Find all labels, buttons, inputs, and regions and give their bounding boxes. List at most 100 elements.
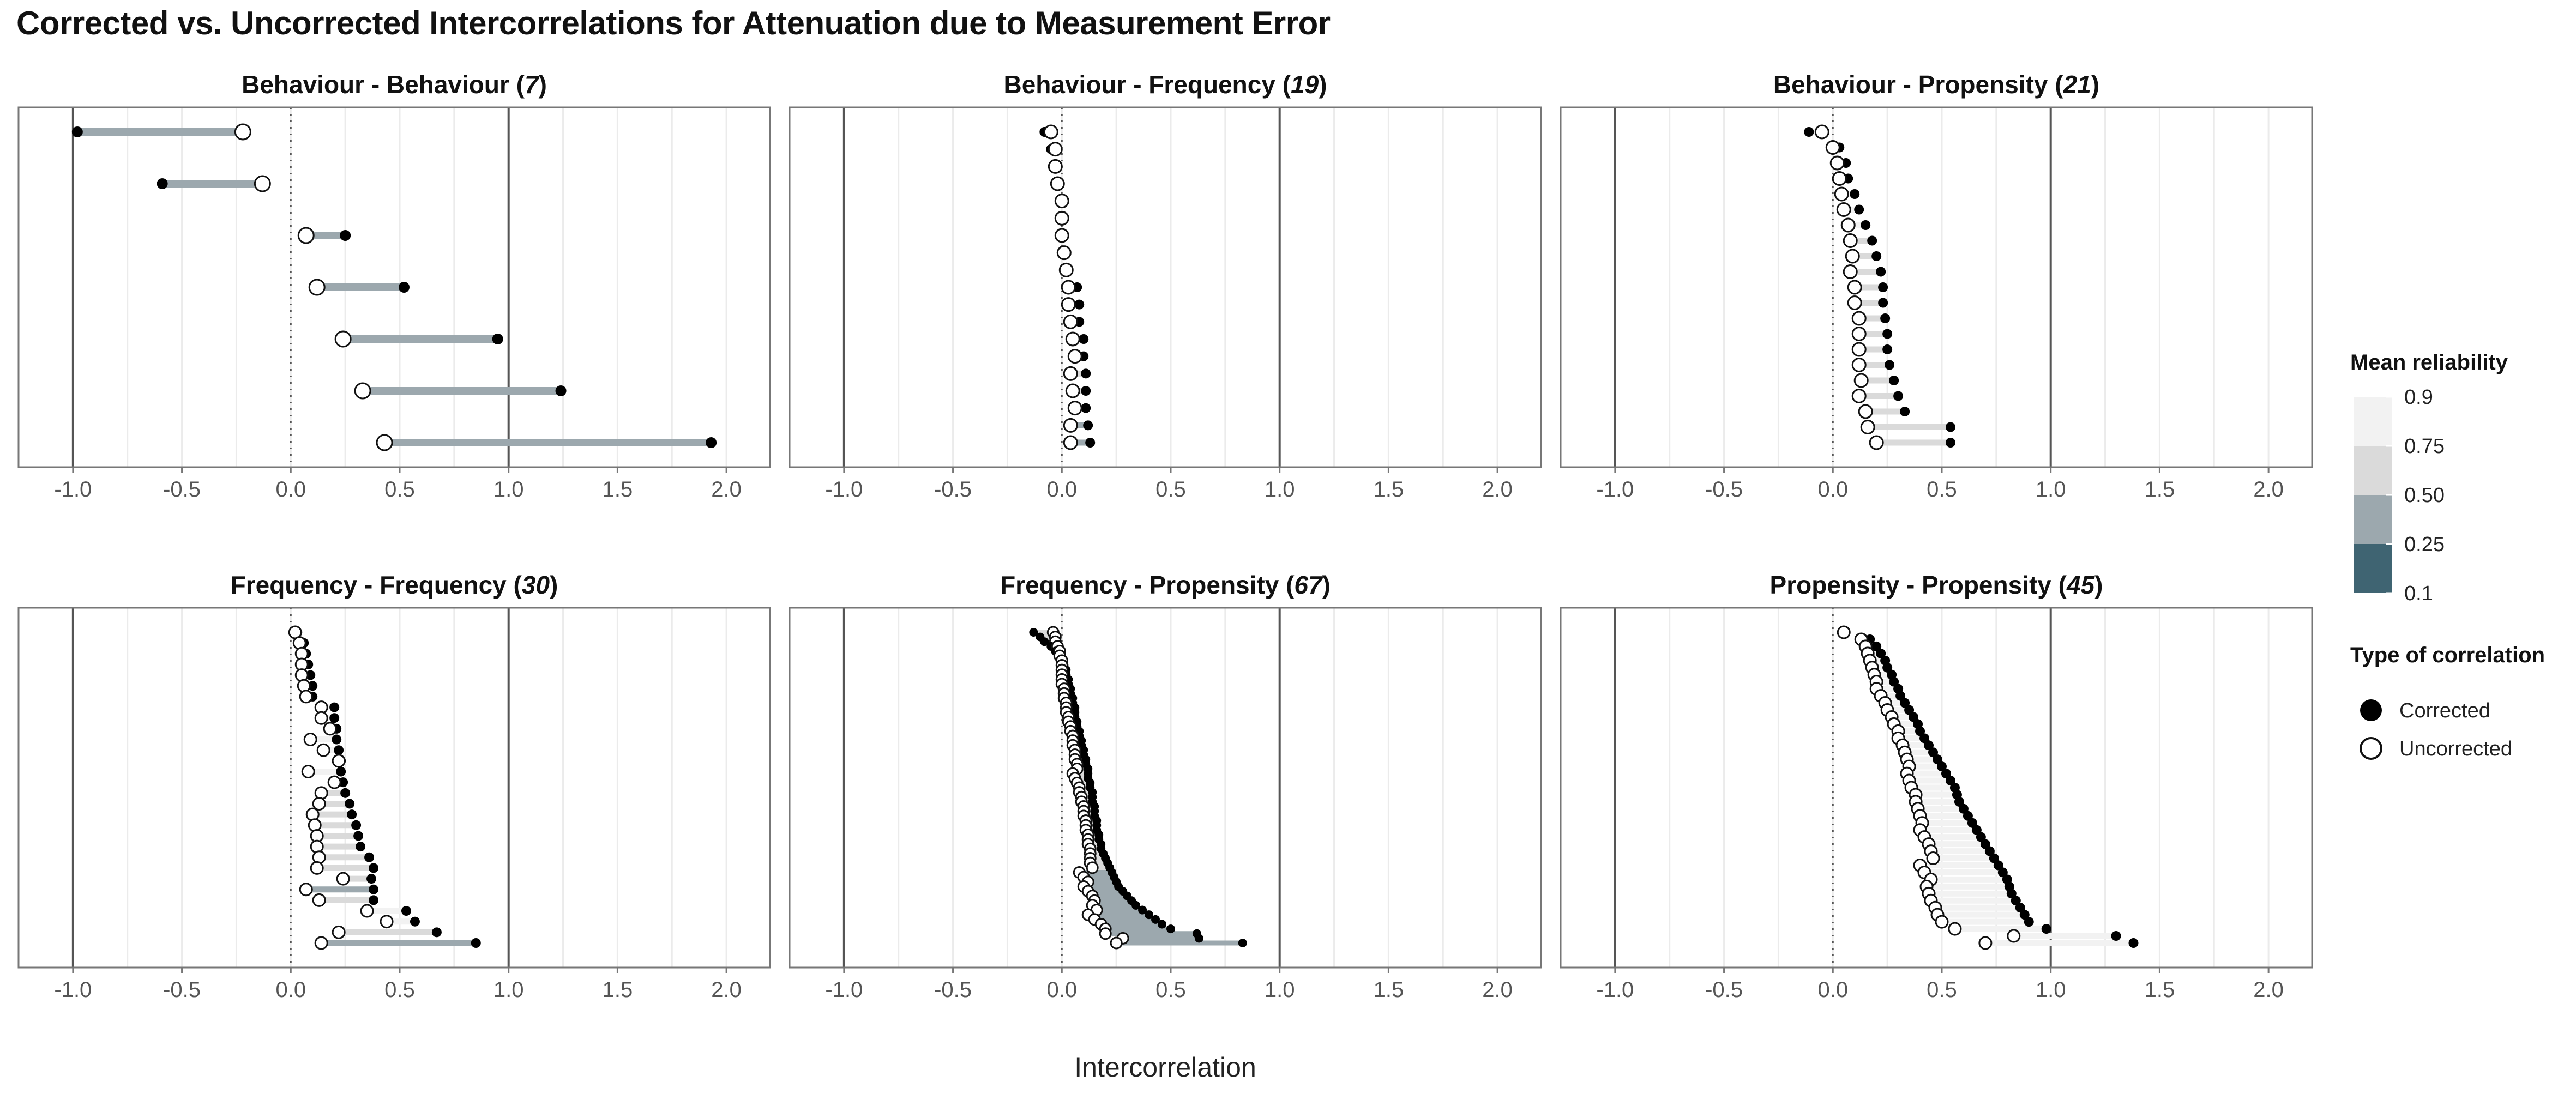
corrected-point <box>1941 769 1951 779</box>
x-axis-title: Intercorrelation <box>1074 1052 1256 1083</box>
corrected-point <box>157 178 168 189</box>
corrected-point <box>1876 267 1886 277</box>
uncorrected-point <box>1843 264 1858 279</box>
x-tick-label: 1.5 <box>603 478 633 501</box>
corrected-point <box>1997 867 2008 878</box>
corrected-point <box>1040 637 1049 646</box>
uncorrected-point <box>301 765 315 779</box>
uncorrected-point <box>1837 625 1851 639</box>
panel-count: 30 <box>522 571 550 599</box>
uncorrected-point <box>312 850 326 865</box>
uncorrected-point <box>1948 922 1962 936</box>
uncorrected-point <box>1853 373 1869 388</box>
uncorrected-point <box>310 861 324 875</box>
x-tick-label: -0.5 <box>934 478 972 501</box>
corrected-point <box>1909 712 1919 722</box>
corrected-point <box>1029 628 1038 637</box>
panel-title: Frequency - Frequency (30) <box>231 571 558 599</box>
corrected-point <box>1958 803 1969 814</box>
x-tick-label: -0.5 <box>163 478 201 501</box>
uncorrected-point <box>303 733 317 747</box>
corrected-point <box>1861 220 1871 230</box>
reliability-tick-label: 0.75 <box>2404 435 2445 458</box>
legend-uncorrected-icon <box>2360 737 2382 760</box>
uncorrected-point <box>1814 124 1829 140</box>
x-tick-label: 1.5 <box>2145 478 2175 501</box>
corrected-point <box>1158 920 1167 929</box>
corrected-point <box>1882 344 1893 354</box>
corrected-point <box>1971 825 1982 835</box>
corrected-point <box>1945 438 1955 448</box>
corrected-point <box>336 766 346 777</box>
uncorrected-point <box>292 636 306 650</box>
corrected-point <box>329 713 340 723</box>
corrected-point <box>1924 740 1934 751</box>
uncorrected-point <box>2007 929 2021 943</box>
uncorrected-point <box>1065 383 1080 398</box>
reliability-swatch <box>2354 397 2392 446</box>
x-tick-label: 0.0 <box>275 978 306 1002</box>
corrected-point <box>1904 705 1915 715</box>
uncorrected-point <box>305 807 320 821</box>
x-tick-label: -0.5 <box>934 978 972 1002</box>
corrected-point <box>492 334 503 344</box>
panel-count: 45 <box>2066 571 2096 599</box>
uncorrected-point <box>1063 418 1078 433</box>
panel-title: Behaviour - Propensity (21) <box>1773 70 2099 99</box>
uncorrected-point <box>1048 142 1063 157</box>
uncorrected-point <box>308 279 326 296</box>
corrected-point <box>1876 648 1886 658</box>
uncorrected-point <box>297 227 315 244</box>
uncorrected-point <box>316 743 330 757</box>
x-tick-label: -1.0 <box>825 978 863 1002</box>
corrected-point <box>1880 313 1891 323</box>
panel: Behaviour - Propensity (21) -1.0 -0.5 0.0 0.… <box>1560 70 2313 501</box>
corrected-point <box>1131 900 1141 910</box>
corrected-point <box>1854 204 1864 215</box>
panel-title-close: ) <box>2091 70 2099 99</box>
uncorrected-point <box>294 668 309 682</box>
corrected-point <box>1976 832 1986 842</box>
x-tick-label: 1.5 <box>1374 478 1404 501</box>
panel-title-text: Propensity - Propensity ( <box>1770 571 2067 599</box>
corrected-point <box>2111 931 2121 941</box>
uncorrected-point <box>1858 404 1873 419</box>
reliability-swatch <box>2354 446 2392 495</box>
panel-title-text: Behaviour - Behaviour ( <box>242 70 525 99</box>
uncorrected-point <box>299 883 313 897</box>
x-tick-label: 2.0 <box>1482 478 1513 501</box>
corrected-point <box>1963 811 1973 821</box>
uncorrected-point <box>1834 186 1849 202</box>
uncorrected-point <box>1860 420 1875 434</box>
corrected-point <box>401 906 411 916</box>
corrected-point <box>369 884 379 894</box>
corrected-point <box>334 745 344 755</box>
corrected-point <box>1889 376 1899 385</box>
panel: Behaviour - Behaviour (7) -1.0 -0.5 0.0 0.5 1… <box>17 70 771 501</box>
uncorrected-point <box>1829 155 1845 171</box>
uncorrected-point <box>297 679 311 693</box>
uncorrected-point <box>1067 349 1082 364</box>
uncorrected-point <box>1063 435 1078 450</box>
uncorrected-point <box>1845 249 1860 264</box>
panel-count: 7 <box>525 70 540 99</box>
corrected-point <box>1945 422 1955 432</box>
corrected-point <box>340 788 351 798</box>
panel-count: 19 <box>1291 70 1319 99</box>
uncorrected-point <box>1836 202 1851 217</box>
panel-title: Frequency - Propensity (67) <box>1000 571 1331 599</box>
uncorrected-point <box>1843 233 1858 248</box>
x-tick-label: 2.0 <box>2253 978 2284 1002</box>
x-tick-label: 0.5 <box>384 978 415 1002</box>
corrected-point <box>1166 924 1175 934</box>
chart-title: Corrected vs. Uncorrected Intercorrelati… <box>16 5 1331 41</box>
uncorrected-point <box>1065 331 1080 347</box>
corrected-point <box>347 809 357 820</box>
corrected-point <box>340 230 351 241</box>
uncorrected-point <box>314 786 328 800</box>
corrected-point <box>2011 896 2021 906</box>
corrected-point <box>1893 391 1904 401</box>
corrected-point <box>1878 282 1888 292</box>
x-tick-label: 2.0 <box>711 978 742 1002</box>
panel-title-text: Behaviour - Propensity ( <box>1773 70 2063 99</box>
